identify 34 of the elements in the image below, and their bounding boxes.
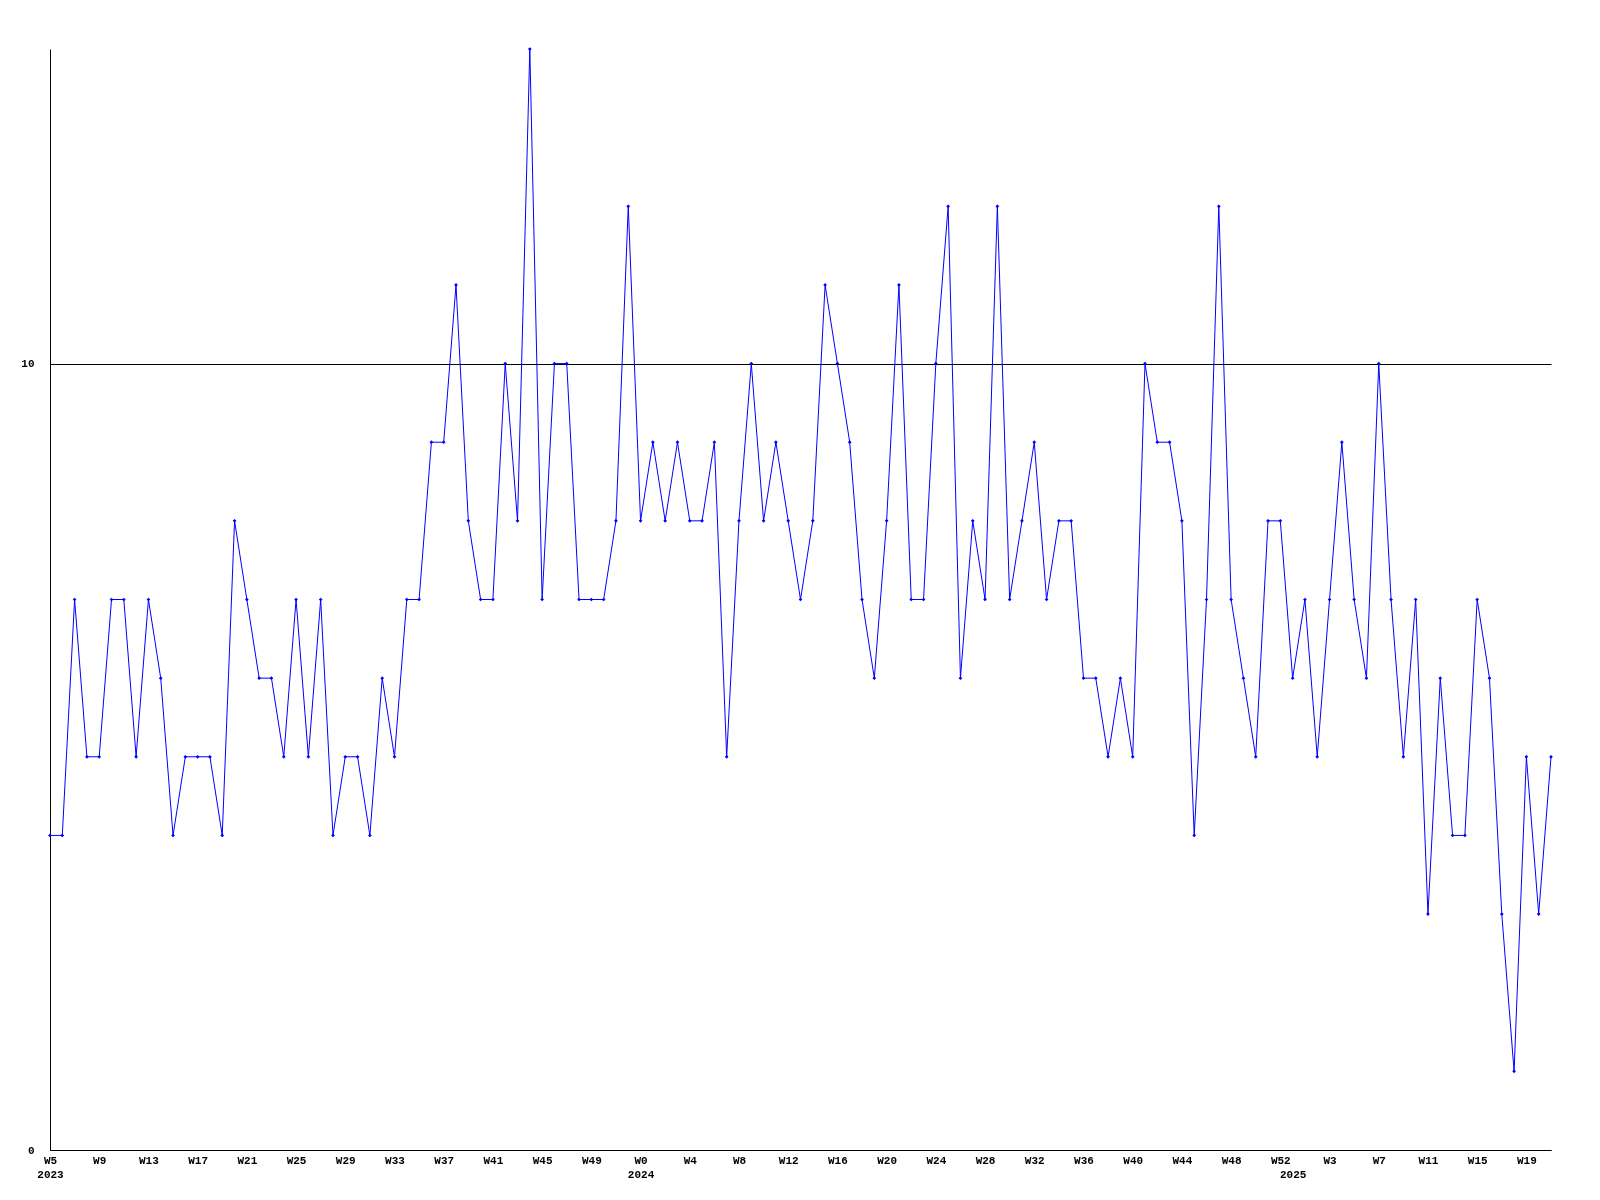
x-tick-label: W32 bbox=[1024, 1154, 1045, 1167]
x-tick-label: W11 bbox=[1418, 1154, 1439, 1167]
x-tick-label: W40 bbox=[1123, 1154, 1144, 1167]
x-tick-label: W0 2024 bbox=[627, 1154, 655, 1181]
x-tick-label: W44 bbox=[1172, 1154, 1193, 1167]
x-tick-label: W28 bbox=[975, 1154, 996, 1167]
x-tick-label: W29 bbox=[335, 1154, 356, 1167]
x-tick-label: W49 bbox=[581, 1154, 602, 1167]
x-tick-label: W7 bbox=[1372, 1154, 1386, 1167]
x-tick-label: W4 bbox=[683, 1154, 698, 1167]
y-tick-label: 10 bbox=[21, 358, 35, 371]
x-tick-label: W37 bbox=[434, 1154, 455, 1167]
x-tick-label: W21 bbox=[237, 1154, 258, 1167]
y-tick-label: 0 bbox=[27, 1144, 35, 1157]
x-tick-label: W3 bbox=[1323, 1154, 1338, 1167]
x-tick-label: W13 bbox=[139, 1154, 160, 1167]
x-tick-label: W36 bbox=[1074, 1154, 1094, 1167]
x-tick-label: W20 bbox=[877, 1154, 898, 1167]
x-tick-label: 2025 bbox=[1279, 1168, 1307, 1181]
x-tick-label: W33 bbox=[385, 1154, 406, 1167]
x-tick-label: W17 bbox=[188, 1154, 209, 1167]
x-tick-label: W45 bbox=[532, 1154, 553, 1167]
x-tick-label: W41 bbox=[483, 1154, 504, 1167]
x-tick-label: W15 bbox=[1467, 1154, 1488, 1167]
x-tick-label: W25 bbox=[286, 1154, 307, 1167]
x-tick-label: W48 bbox=[1221, 1154, 1242, 1167]
x-tick-label: W19 bbox=[1516, 1154, 1537, 1167]
x-tick-label: W24 bbox=[926, 1154, 947, 1167]
x-tick-label: W5 2023 bbox=[37, 1154, 65, 1181]
x-tick-label: W12 bbox=[778, 1154, 799, 1167]
x-tick-label: W16 bbox=[828, 1154, 848, 1167]
x-tick-label: W52 bbox=[1270, 1154, 1291, 1167]
x-tick-label: W8 bbox=[732, 1154, 747, 1167]
x-tick-label: W9 bbox=[93, 1154, 107, 1167]
